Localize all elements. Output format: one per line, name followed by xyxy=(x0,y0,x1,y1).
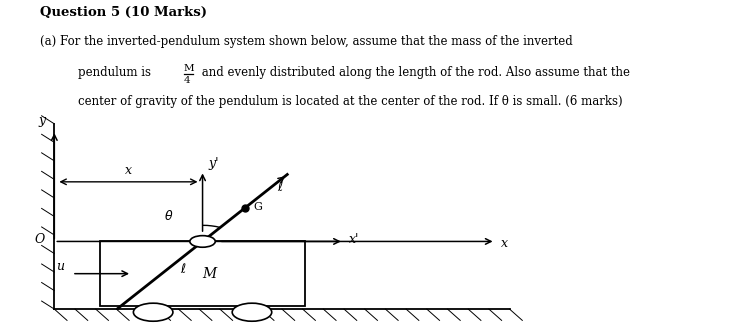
Text: M: M xyxy=(202,267,216,281)
Text: x: x xyxy=(501,237,508,250)
Text: and evenly distributed along the length of the rod. Also assume that the: and evenly distributed along the length … xyxy=(198,66,630,79)
Text: u: u xyxy=(56,260,64,273)
Text: Question 5 (10 Marks): Question 5 (10 Marks) xyxy=(40,6,207,19)
Text: y: y xyxy=(39,114,46,127)
Text: x: x xyxy=(125,164,132,177)
Text: $\theta$: $\theta$ xyxy=(164,210,173,224)
Circle shape xyxy=(190,236,216,247)
Circle shape xyxy=(133,303,173,321)
Text: pendulum is: pendulum is xyxy=(78,66,154,79)
Text: (a) For the inverted-pendulum system shown below, assume that the mass of the in: (a) For the inverted-pendulum system sho… xyxy=(40,35,573,48)
Text: y': y' xyxy=(208,157,219,170)
Text: $\ell$: $\ell$ xyxy=(180,262,187,276)
Text: $\ell$: $\ell$ xyxy=(277,180,284,194)
Text: G: G xyxy=(253,202,262,212)
Text: 4: 4 xyxy=(184,76,190,85)
Text: x': x' xyxy=(349,233,359,246)
Bar xyxy=(100,241,305,306)
Circle shape xyxy=(232,303,272,321)
Text: M: M xyxy=(184,64,194,72)
Text: O: O xyxy=(35,233,44,246)
Text: center of gravity of the pendulum is located at the center of the rod. If θ is s: center of gravity of the pendulum is loc… xyxy=(78,95,622,108)
